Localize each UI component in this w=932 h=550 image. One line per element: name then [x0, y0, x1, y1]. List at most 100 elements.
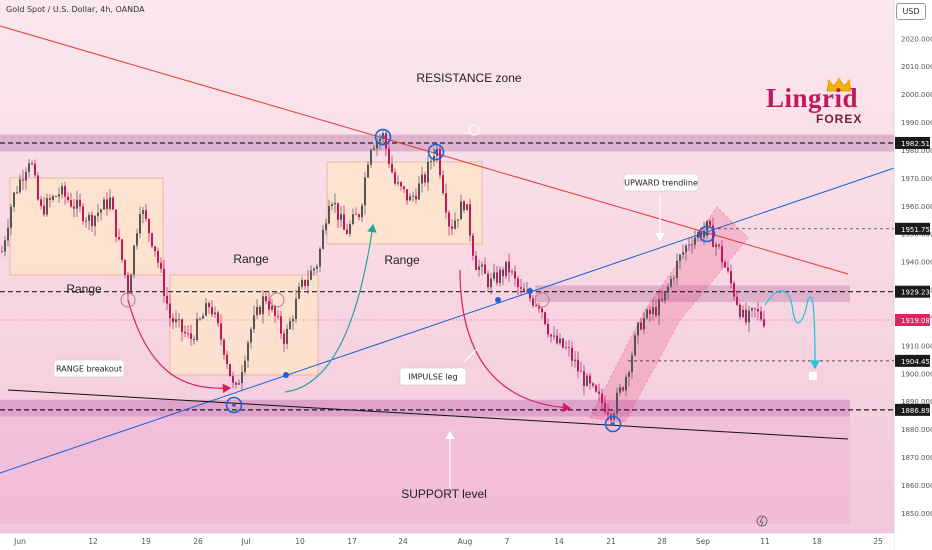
candle-body: [655, 307, 657, 316]
price-tick: 1910.000: [901, 342, 932, 350]
impulse-leg-callout-text: IMPULSE leg: [408, 373, 457, 382]
price-label-bg: [895, 136, 930, 149]
candle-body: [733, 283, 735, 297]
mid-band: [535, 285, 850, 303]
crown-icon: [826, 78, 852, 92]
arrow-range-rise: [284, 223, 377, 393]
candle-body: [271, 305, 273, 310]
candle-body: [148, 218, 150, 234]
price-tick: 1980.000: [901, 147, 932, 155]
candle-body: [139, 214, 141, 234]
candle-body: [520, 287, 522, 289]
candle-body: [451, 226, 453, 229]
candle-body: [748, 310, 750, 323]
candle-body: [757, 308, 759, 312]
candle-body: [25, 171, 27, 181]
candle-body: [544, 312, 546, 325]
candle-body: [703, 230, 705, 238]
candle-body: [121, 239, 123, 260]
impulse-leg-callout: IMPULSE leg: [399, 367, 467, 386]
candle-body: [130, 274, 132, 295]
candle-body: [604, 402, 606, 413]
pivot-circle: [427, 143, 445, 161]
candle-body: [331, 204, 333, 206]
range-box-1: [9, 177, 164, 276]
time-tick: 25: [873, 537, 883, 546]
candle-body: [562, 338, 564, 348]
candle-body: [82, 206, 84, 222]
candle-body: [280, 316, 282, 334]
candle-body: [448, 212, 450, 227]
target-marker: [809, 372, 817, 380]
candle-body: [400, 182, 402, 187]
candle-body: [232, 376, 234, 383]
candle-body: [178, 319, 180, 321]
candle-body: [493, 272, 495, 279]
time-tick: Sep: [696, 537, 710, 546]
projection-path: [764, 290, 821, 370]
candle-body: [568, 347, 570, 349]
candle-body: [643, 318, 645, 330]
candle-body: [583, 371, 585, 386]
price-tick: 1960.000: [901, 203, 932, 211]
candle-body: [406, 189, 408, 201]
candle-body: [721, 246, 723, 263]
candle-body: [316, 266, 318, 269]
candle-body: [481, 264, 483, 267]
time-tick: 26: [193, 537, 203, 546]
candle-body: [193, 338, 195, 341]
candle-body: [109, 197, 111, 209]
candle-body: [628, 372, 630, 377]
candle-body: [247, 342, 249, 361]
candle-body: [577, 359, 579, 372]
candle-body: [37, 175, 39, 200]
candle-body: [13, 192, 15, 207]
candle-body: [412, 195, 414, 197]
candle-body: [691, 244, 693, 246]
candle-body: [688, 244, 690, 246]
price-label-text: 1929.232: [901, 289, 932, 297]
candle-body: [484, 264, 486, 274]
price-label-text: 1919.085: [901, 317, 932, 325]
candle-body: [397, 182, 399, 184]
time-tick: 12: [88, 537, 98, 546]
candle-body: [250, 329, 252, 343]
candle-body: [325, 223, 327, 230]
candle-body: [31, 163, 33, 165]
candle-body: [46, 198, 48, 215]
candle-body: [349, 224, 351, 234]
candle-body: [754, 308, 756, 310]
price-tick: 1900.000: [901, 370, 932, 378]
candle-body: [640, 322, 642, 330]
candle-body: [496, 272, 498, 283]
candle-body: [463, 201, 465, 211]
candle-body: [403, 186, 405, 190]
candle-body: [55, 196, 57, 197]
candle-body: [358, 214, 360, 218]
price-tick: 1860.000: [901, 482, 932, 490]
time-tick: 14: [554, 537, 564, 546]
candle-body: [364, 177, 366, 206]
candle-body: [376, 141, 378, 149]
price-axis: [894, 0, 932, 550]
candle-body: [388, 148, 390, 164]
candle-body: [571, 347, 573, 361]
candle-body: [277, 316, 279, 317]
candle-body: [421, 174, 423, 184]
time-tick: Aug: [458, 537, 473, 546]
candle-body: [127, 274, 129, 295]
candle-body: [553, 335, 555, 337]
candle-body: [103, 199, 105, 210]
candle-body: [172, 318, 174, 323]
currency-button[interactable]: USD: [896, 3, 926, 20]
candle-body: [454, 220, 456, 229]
candle-body: [439, 148, 441, 176]
candle-body: [175, 319, 177, 323]
candle-body: [79, 199, 81, 207]
candle-body: [586, 375, 588, 386]
pivot-dot: [705, 232, 709, 236]
candle-body: [115, 209, 117, 237]
candle-body: [217, 312, 219, 324]
